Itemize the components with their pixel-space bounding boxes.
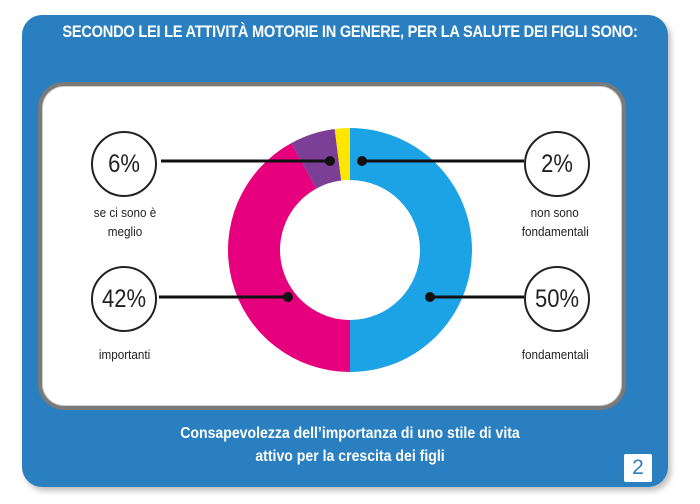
footer-line-1: Consapevolezza dell’importanza di uno st…: [180, 425, 520, 442]
value-bubble-se-ci-sono: 6%: [91, 131, 157, 197]
footer-caption: Consapevolezza dell’importanza di uno st…: [0, 422, 700, 468]
label-fondamentali: fondamentali: [521, 347, 589, 362]
label-se-ci-sono: se ci sono è meglio: [93, 205, 157, 239]
label-importanti: importanti: [99, 347, 151, 362]
leader-dot-se-ci-sono: [325, 156, 335, 166]
value-bubble-fondamentali: 50%: [524, 266, 590, 332]
value-bubble-importanti: 42%: [91, 266, 157, 332]
page-title: SECONDO LEI LE ATTIVITÀ MOTORIE IN GENER…: [62, 22, 638, 41]
footer-line-2: attivo per la crescita dei figli: [255, 448, 445, 465]
leader-dot-fondamentali: [425, 292, 435, 302]
label-non-fondamentali: non sono fondamentali: [521, 205, 589, 239]
leader-dot-non-fondamentali: [357, 156, 367, 166]
leader-dot-importanti: [283, 292, 293, 302]
value-bubble-non-fondamentali: 2%: [524, 131, 590, 197]
value-text-fondamentali: 50%: [534, 284, 580, 313]
value-text-non-fondamentali: 2%: [541, 149, 573, 178]
slice-importanti: [228, 143, 350, 372]
slice-se-ci-sono: [291, 128, 342, 189]
slice-non-fondamentali: [334, 128, 350, 181]
value-text-importanti: 42%: [101, 284, 147, 313]
slice-fondamentali: [350, 128, 472, 372]
page-number: 2: [622, 452, 654, 484]
value-text-se-ci-sono: 6%: [108, 149, 140, 178]
